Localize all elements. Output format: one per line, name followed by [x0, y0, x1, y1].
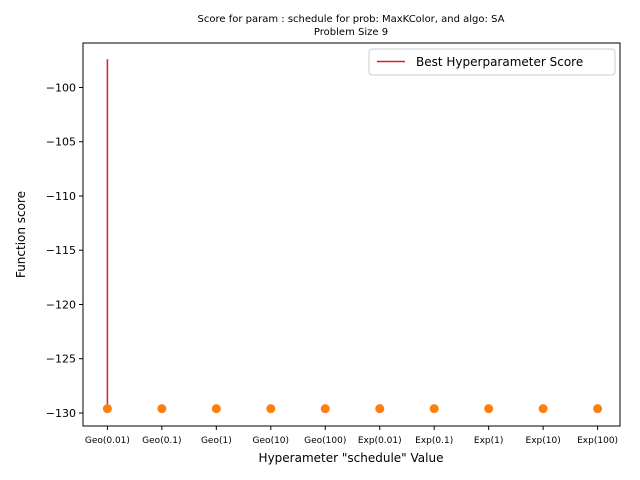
x-tick-label: Geo(0.1): [142, 436, 181, 446]
x-tick-label: Exp(1): [474, 436, 503, 446]
y-tick-label: −115: [46, 244, 76, 257]
plot-area: −100 −105 −110 −115 −120 −125 −130 Geo(0.01) Geo…: [46, 59, 618, 446]
data-point: [375, 404, 385, 414]
x-tick-label: Exp(0.1): [415, 436, 453, 446]
axes-frame: [82, 42, 621, 427]
data-point: [538, 404, 548, 414]
x-tick-label: Exp(10): [526, 436, 561, 446]
legend: Best Hyperparameter Score: [368, 48, 616, 76]
x-tick-label: Geo(1): [201, 436, 232, 446]
legend-box: [368, 48, 616, 76]
y-tick-label: −130: [46, 407, 76, 420]
x-axis-label: Hyperameter "schedule" Value: [259, 451, 444, 465]
y-tick-label: −125: [46, 353, 76, 366]
data-point: [429, 404, 439, 414]
data-point: [484, 404, 494, 414]
y-axis-label: Function score: [14, 191, 28, 278]
y-tick-label: −120: [46, 298, 76, 311]
data-point: [320, 404, 330, 414]
data-point: [593, 404, 603, 414]
x-tick-label: Geo(100): [304, 436, 346, 446]
y-tick-label: −100: [46, 81, 76, 94]
chart-subtitle: Problem Size 9: [314, 27, 388, 38]
y-tick-label: −110: [46, 190, 76, 203]
data-point: [211, 404, 221, 414]
chart-title: Score for param : schedule for prob: Max…: [198, 14, 505, 25]
x-tick-label: Exp(0.01): [358, 436, 402, 446]
x-tick-label: Exp(100): [577, 436, 618, 446]
x-tick-label: Geo(0.01): [85, 436, 130, 446]
data-point: [157, 404, 167, 414]
data-point: [266, 404, 276, 414]
y-tick-label: −105: [46, 136, 76, 149]
x-tick-label: Geo(10): [253, 436, 290, 446]
legend-label: Best Hyperparameter Score: [416, 55, 583, 69]
data-point: [102, 404, 112, 414]
